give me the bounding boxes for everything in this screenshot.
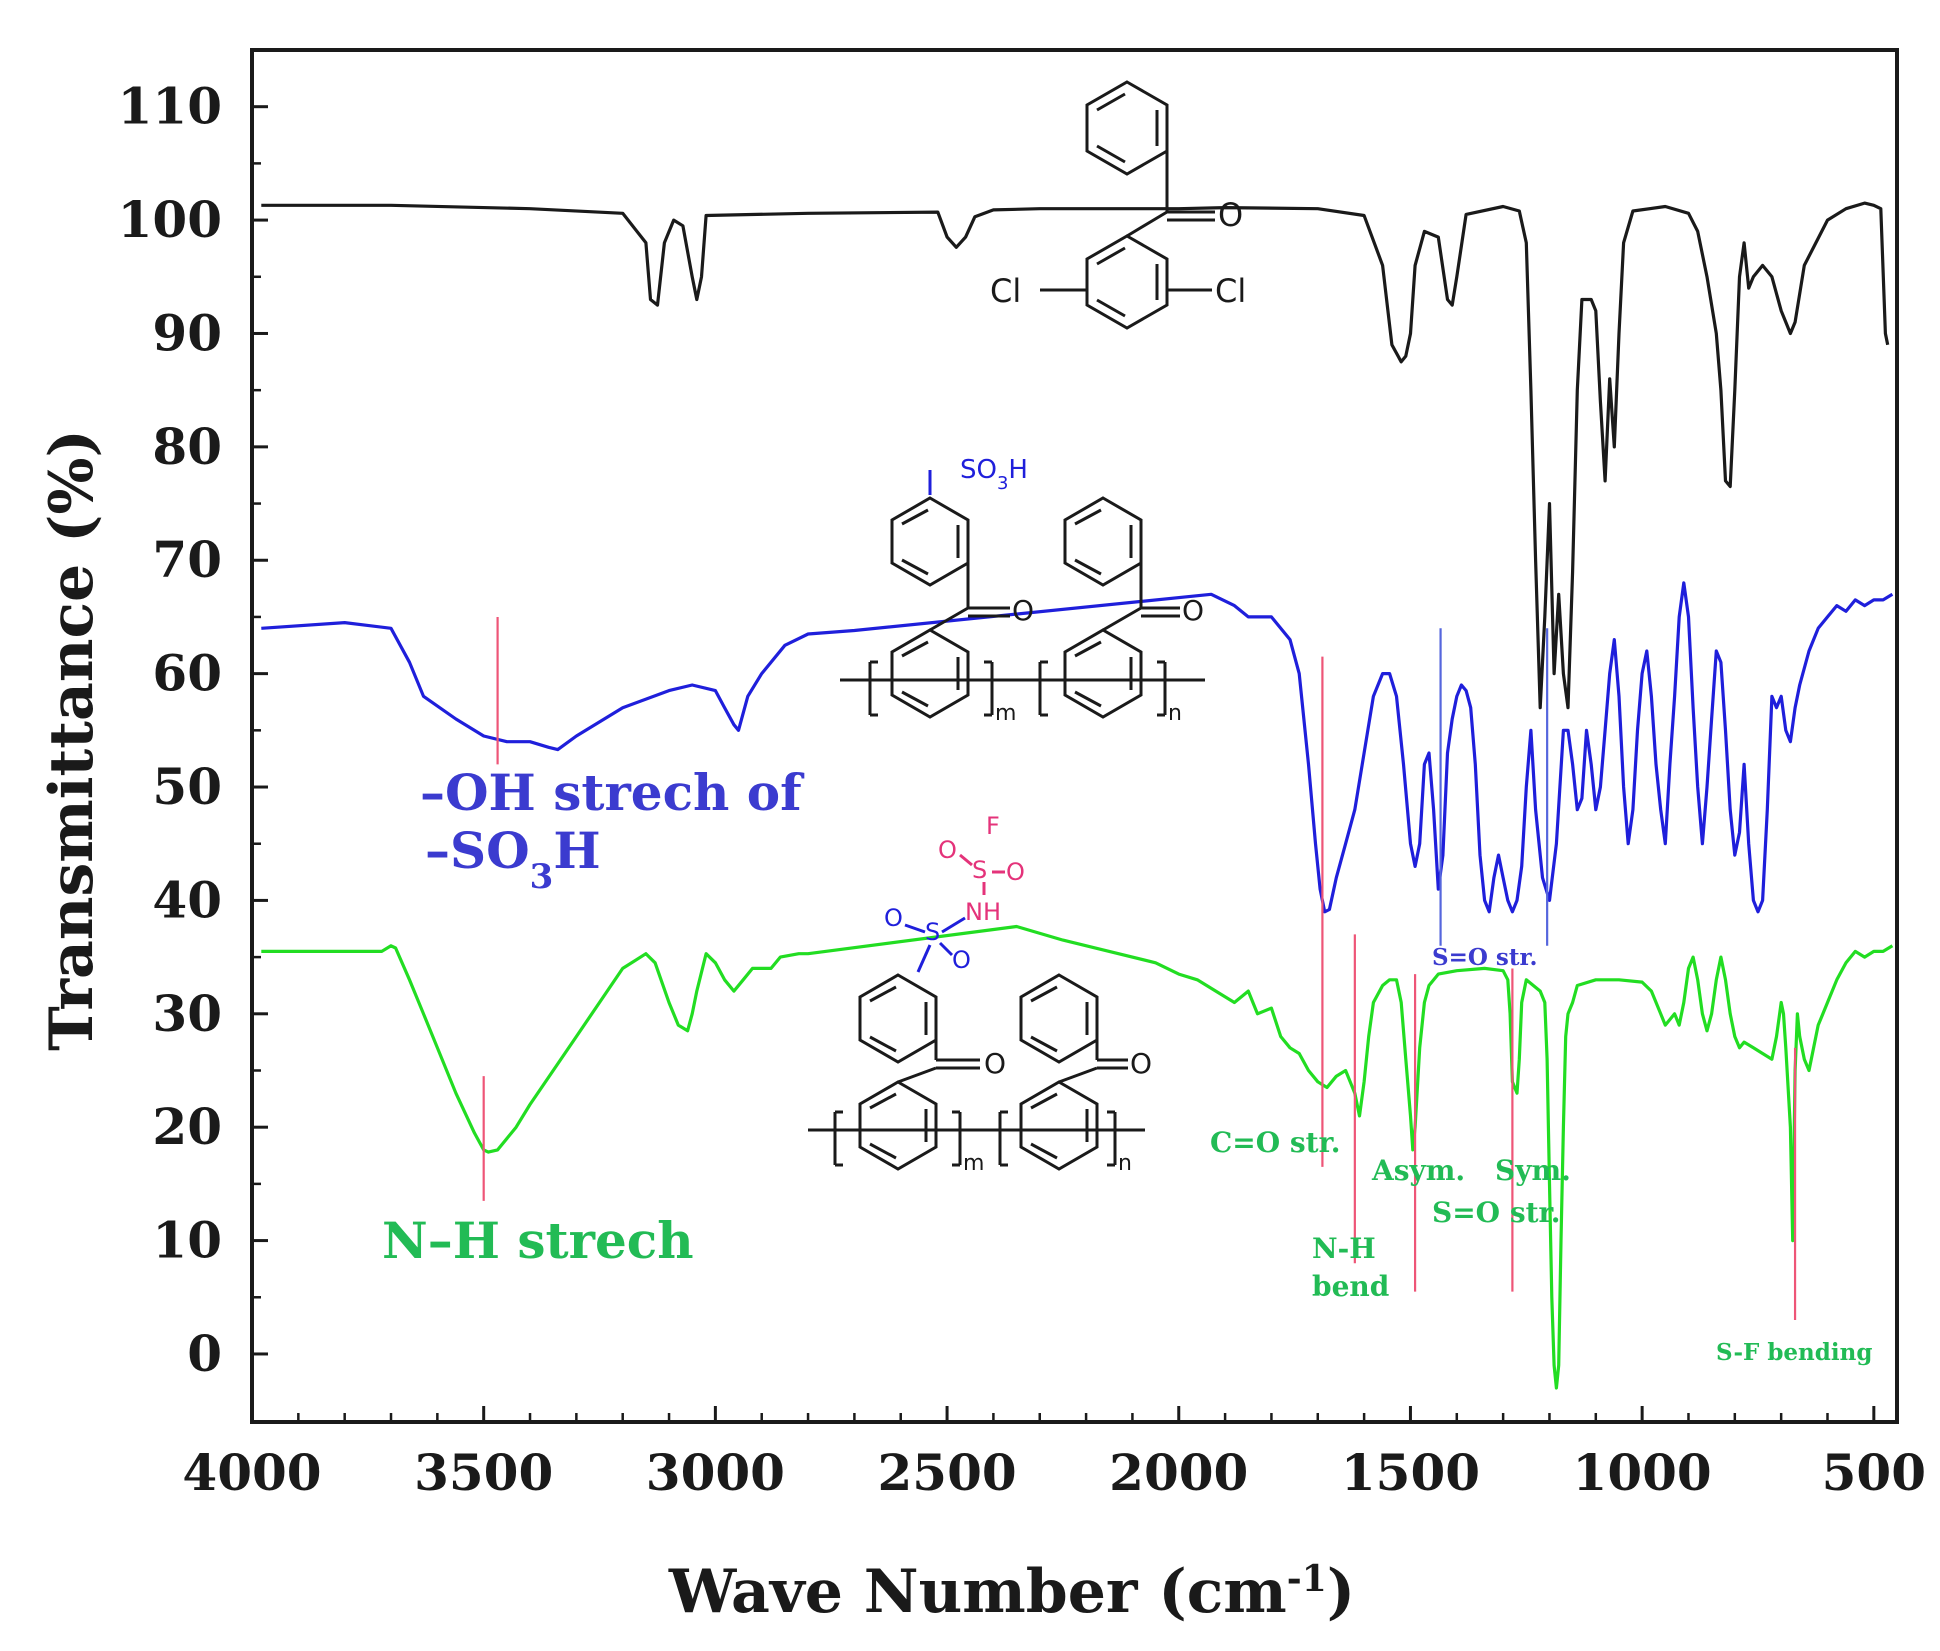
nh-bend-label-1: N-H (1312, 1232, 1376, 1265)
sulfonated-sub-n: n (1168, 701, 1182, 726)
marker-layer (482, 616, 1797, 1320)
series-sulfonated (261, 581, 1894, 914)
y-tick-label: 70 (152, 530, 222, 589)
co-str-label: C=O str. (1210, 1126, 1341, 1159)
asym-label: Asym. (1371, 1154, 1465, 1187)
sf-polymer-sub-n: n (1118, 1151, 1132, 1176)
ticks-layer: 4000 3500 3000 2500 2000 1500 1000 500 0 10 20 30 40… (118, 77, 1926, 1502)
so3h-suffix: H (1008, 455, 1028, 485)
so3h-group: SO3H (960, 455, 1028, 494)
series-layer (261, 201, 1894, 1390)
x-tick-label: 4000 (182, 1443, 321, 1502)
sf-polymer-sub-m: m (963, 1151, 984, 1176)
sf-sulfur-blue: S (925, 918, 940, 946)
oh-line2-sub: 3 (530, 857, 554, 897)
plot-frame (250, 48, 1899, 1424)
sf-oxygen-blue-left: O (884, 904, 903, 932)
y-tick-label: 50 (152, 757, 222, 816)
x-tick-label: 1000 (1573, 1443, 1712, 1502)
sulfonated-oxygen-1: O (1012, 594, 1034, 627)
monomer-bottom-ring (1085, 234, 1169, 330)
x-tick-label: 1500 (1341, 1443, 1480, 1502)
y-tick-label: 10 (152, 1211, 222, 1270)
x-tick-label: 3500 (414, 1443, 553, 1502)
y-tick-label: 90 (152, 303, 222, 362)
sf-bending-label: S-F bending (1716, 1339, 1872, 1366)
x-axis-title-sup: -1 (1287, 1558, 1327, 1600)
y-tick-label: 80 (152, 417, 222, 476)
sf-oxygen-left: O (938, 836, 957, 864)
y-tick-label: 60 (152, 644, 222, 703)
sf-fluorine: F (986, 812, 1000, 840)
so3h-prefix: SO (960, 455, 997, 485)
oh-stretch-label-line2: –SO3H (425, 821, 601, 897)
x-tick-label: 3000 (646, 1443, 785, 1502)
series-sulfonyl_fluoride (261, 924, 1894, 1390)
y-tick-label: 100 (118, 190, 222, 249)
so3h-sub: 3 (997, 473, 1008, 494)
x-tick-label: 500 (1822, 1443, 1926, 1502)
sf-oxygen-right: O (1006, 858, 1025, 886)
oh-line2-suffix: H (553, 821, 600, 880)
nh-bend-label-2: bend (1312, 1270, 1389, 1303)
sym-label: Sym. (1495, 1154, 1571, 1187)
x-axis-title: Wave Number (cm-1) (668, 1557, 1355, 1627)
so-str-green-label: S=O str. (1432, 1196, 1560, 1229)
y-tick-label: 30 (152, 984, 222, 1043)
sf-polymer-oxygen-2: O (1130, 1047, 1152, 1080)
x-axis-title-main: Wave Number (cm (668, 1557, 1287, 1627)
sf-sulfur: S (972, 856, 987, 884)
y-tick-label: 0 (187, 1324, 222, 1383)
oh-line2-prefix: –SO (425, 821, 530, 880)
series-monomer (261, 201, 1890, 710)
nh-stretch-label: N–H strech (382, 1211, 694, 1270)
y-tick-label: 110 (118, 77, 222, 136)
sf-polymer-oxygen-1: O (984, 1047, 1006, 1080)
sf-oxygen-blue-bottom: O (952, 946, 971, 974)
monomer-cl-right: Cl (1215, 272, 1246, 310)
y-tick-label: 20 (152, 1097, 222, 1156)
oh-stretch-label-line1: –OH strech of (420, 763, 805, 822)
y-axis-title: Transmittance (%) (37, 429, 107, 1051)
monomer-structure: O Cl Cl (990, 80, 1246, 330)
sulfonated-polymer-structure: SO3H O O m n (840, 455, 1205, 726)
sf-nh: NH (965, 898, 1001, 926)
so-str-blue-label: S=O str. (1432, 944, 1538, 971)
monomer-cl-left: Cl (990, 272, 1021, 310)
sulfonated-sub-m: m (995, 701, 1016, 726)
x-tick-label: 2000 (1109, 1443, 1248, 1502)
monomer-oxygen: O (1218, 196, 1243, 234)
sulfonylimide-polymer-structure: F O S O NH O S O O O m n (808, 812, 1152, 1176)
x-tick-label: 2500 (877, 1443, 1016, 1502)
monomer-top-ring (1085, 80, 1169, 176)
x-axis-title-close: ) (1327, 1557, 1355, 1627)
y-tick-label: 40 (152, 870, 222, 929)
sulfonated-oxygen-2: O (1182, 594, 1204, 627)
